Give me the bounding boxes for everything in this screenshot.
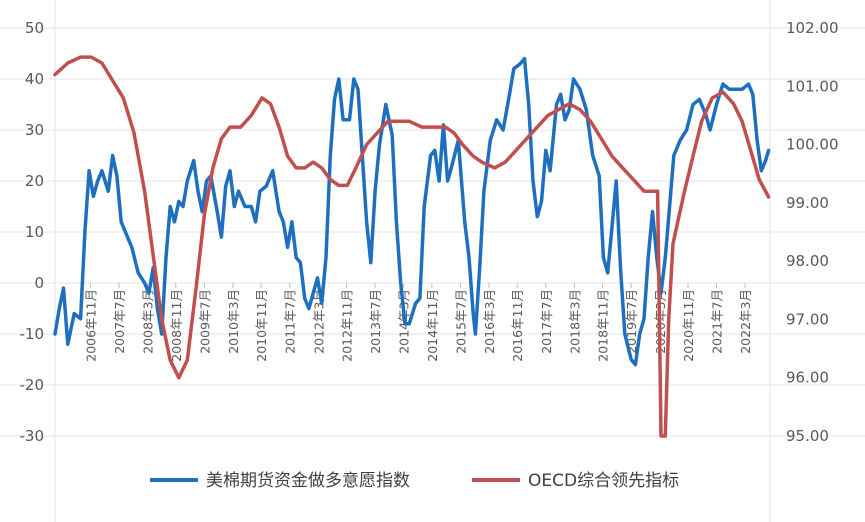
x-tick-label: 2007年7月 [112, 289, 127, 354]
x-tick-label: 2012年11月 [339, 289, 354, 362]
y-left-tick-label: -10 [20, 325, 45, 343]
y-right-tick-label: 96.00 [786, 369, 829, 387]
y-right-tick-label: 95.00 [786, 427, 829, 445]
x-tick-label: 2018年11月 [596, 289, 611, 362]
y-left-tick-label: 30 [25, 121, 44, 139]
y-right-tick-label: 98.00 [786, 252, 829, 270]
y-left-tick-label: 50 [25, 19, 44, 37]
x-tick-label: 2020年11月 [681, 289, 696, 362]
legend: 美棉期货资金做多意愿指数 OECD综合领先指标 [150, 471, 679, 491]
series-lines [53, 55, 771, 438]
x-tick-label: 2012年3月 [311, 289, 326, 354]
x-tick-label: 2016年3月 [482, 289, 497, 354]
y-left-tick-label: 10 [25, 223, 44, 241]
y-left-tick-label: -30 [20, 427, 45, 445]
y-axis-left: 50 40 30 20 10 0 -10 -20 -30 [20, 19, 45, 445]
y-right-tick-label: 99.00 [786, 194, 829, 212]
legend-label-series-2: OECD综合领先指标 [528, 471, 679, 491]
y-right-tick-label: 97.00 [786, 310, 829, 328]
x-tick-label: 2022年3月 [738, 289, 753, 354]
y-right-tick-label: 102.00 [786, 19, 839, 37]
x-tick-label: 2006年11月 [83, 289, 98, 362]
x-tick-label: 2011年7月 [283, 289, 298, 354]
y-right-tick-label: 100.00 [786, 136, 839, 154]
y-left-tick-label: 20 [25, 172, 44, 190]
x-axis: 2006年11月 2007年7月 2008年3月 2008年11月 2009年7月 201… [83, 283, 753, 362]
x-tick-label: 2010年11月 [254, 289, 269, 362]
x-tick-label: 2009年7月 [197, 289, 212, 354]
x-tick-label: 2016年11月 [510, 289, 525, 362]
y-axis-right: 102.00 101.00 100.00 99.00 98.00 97.00 96.00 95… [786, 19, 839, 445]
y-left-tick-label: 0 [34, 274, 44, 292]
x-tick-label: 2021年7月 [710, 289, 725, 354]
legend-label-series-1: 美棉期货资金做多意愿指数 [206, 471, 410, 491]
x-tick-label: 2017年7月 [539, 289, 554, 354]
y-left-tick-label: -20 [20, 376, 45, 394]
series-line-1 [53, 56, 771, 367]
x-tick-label: 2008年3月 [141, 289, 156, 354]
x-tick-label: 2014年11月 [425, 289, 440, 362]
x-tick-label: 2013年7月 [368, 289, 383, 354]
x-tick-label: 2019年7月 [624, 289, 639, 354]
series-line-2 [53, 55, 771, 438]
x-tick-label: 2018年3月 [567, 289, 582, 354]
x-tick-label: 2010年3月 [226, 289, 241, 354]
y-left-tick-label: 40 [25, 70, 44, 88]
y-right-tick-label: 101.00 [786, 77, 839, 95]
x-tick-label: 2008年11月 [169, 289, 184, 362]
x-tick-label: 2015年7月 [453, 289, 468, 354]
